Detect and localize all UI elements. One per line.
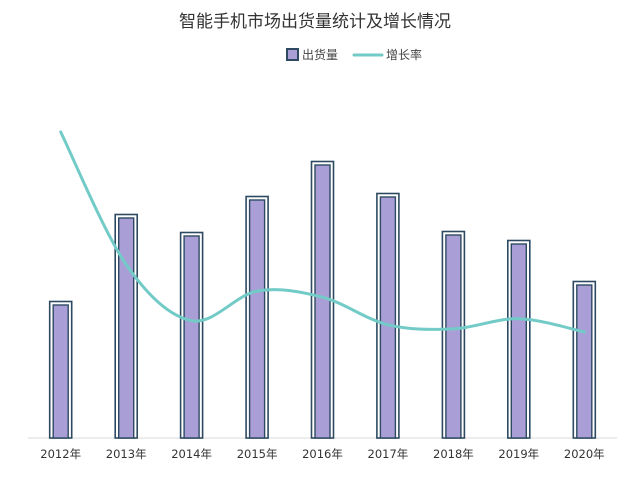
chart-legend[interactable]: 出货量 增长率	[286, 47, 422, 62]
legend-swatch-shipments	[286, 48, 299, 61]
bar-2[interactable]	[117, 217, 135, 439]
bar-9[interactable]	[576, 284, 593, 439]
x-tick-label-8: 2019年	[498, 447, 539, 461]
x-tick-label-4: 2015年	[237, 447, 278, 461]
x-tick-label-7: 2018年	[433, 447, 474, 461]
x-tick-label-5: 2016年	[302, 447, 343, 461]
bar-3[interactable]	[183, 235, 200, 439]
x-tick-label-1: 2012年	[40, 447, 81, 461]
bar-1[interactable]	[52, 304, 69, 439]
legend-item-shipments[interactable]: 出货量	[286, 47, 338, 62]
x-tick-label-6: 2017年	[368, 447, 409, 461]
legend-label-shipments: 出货量	[302, 47, 338, 62]
bar-7[interactable]	[445, 234, 462, 439]
x-tick-label-9: 2020年	[564, 447, 605, 461]
x-tick-label-2: 2013年	[106, 447, 147, 461]
bar-5[interactable]	[314, 164, 331, 439]
line-series-growth-rate	[59, 130, 586, 334]
chart-title: 智能手机市场出货量统计及增长情况	[179, 12, 451, 32]
bar-8[interactable]	[510, 243, 527, 439]
legend-label-growth-rate: 增长率	[386, 47, 422, 62]
legend-item-growth-rate[interactable]: 增长率	[352, 47, 422, 62]
x-tick-label-3: 2014年	[171, 447, 212, 461]
bar-6[interactable]	[379, 196, 397, 439]
bar-4[interactable]	[248, 199, 266, 439]
x-axis-tick-labels: 2012年 2013年 2014年 2015年 2016年 2017年 2018年 2019年…	[40, 447, 604, 461]
bar-series-shipments	[48, 160, 597, 439]
